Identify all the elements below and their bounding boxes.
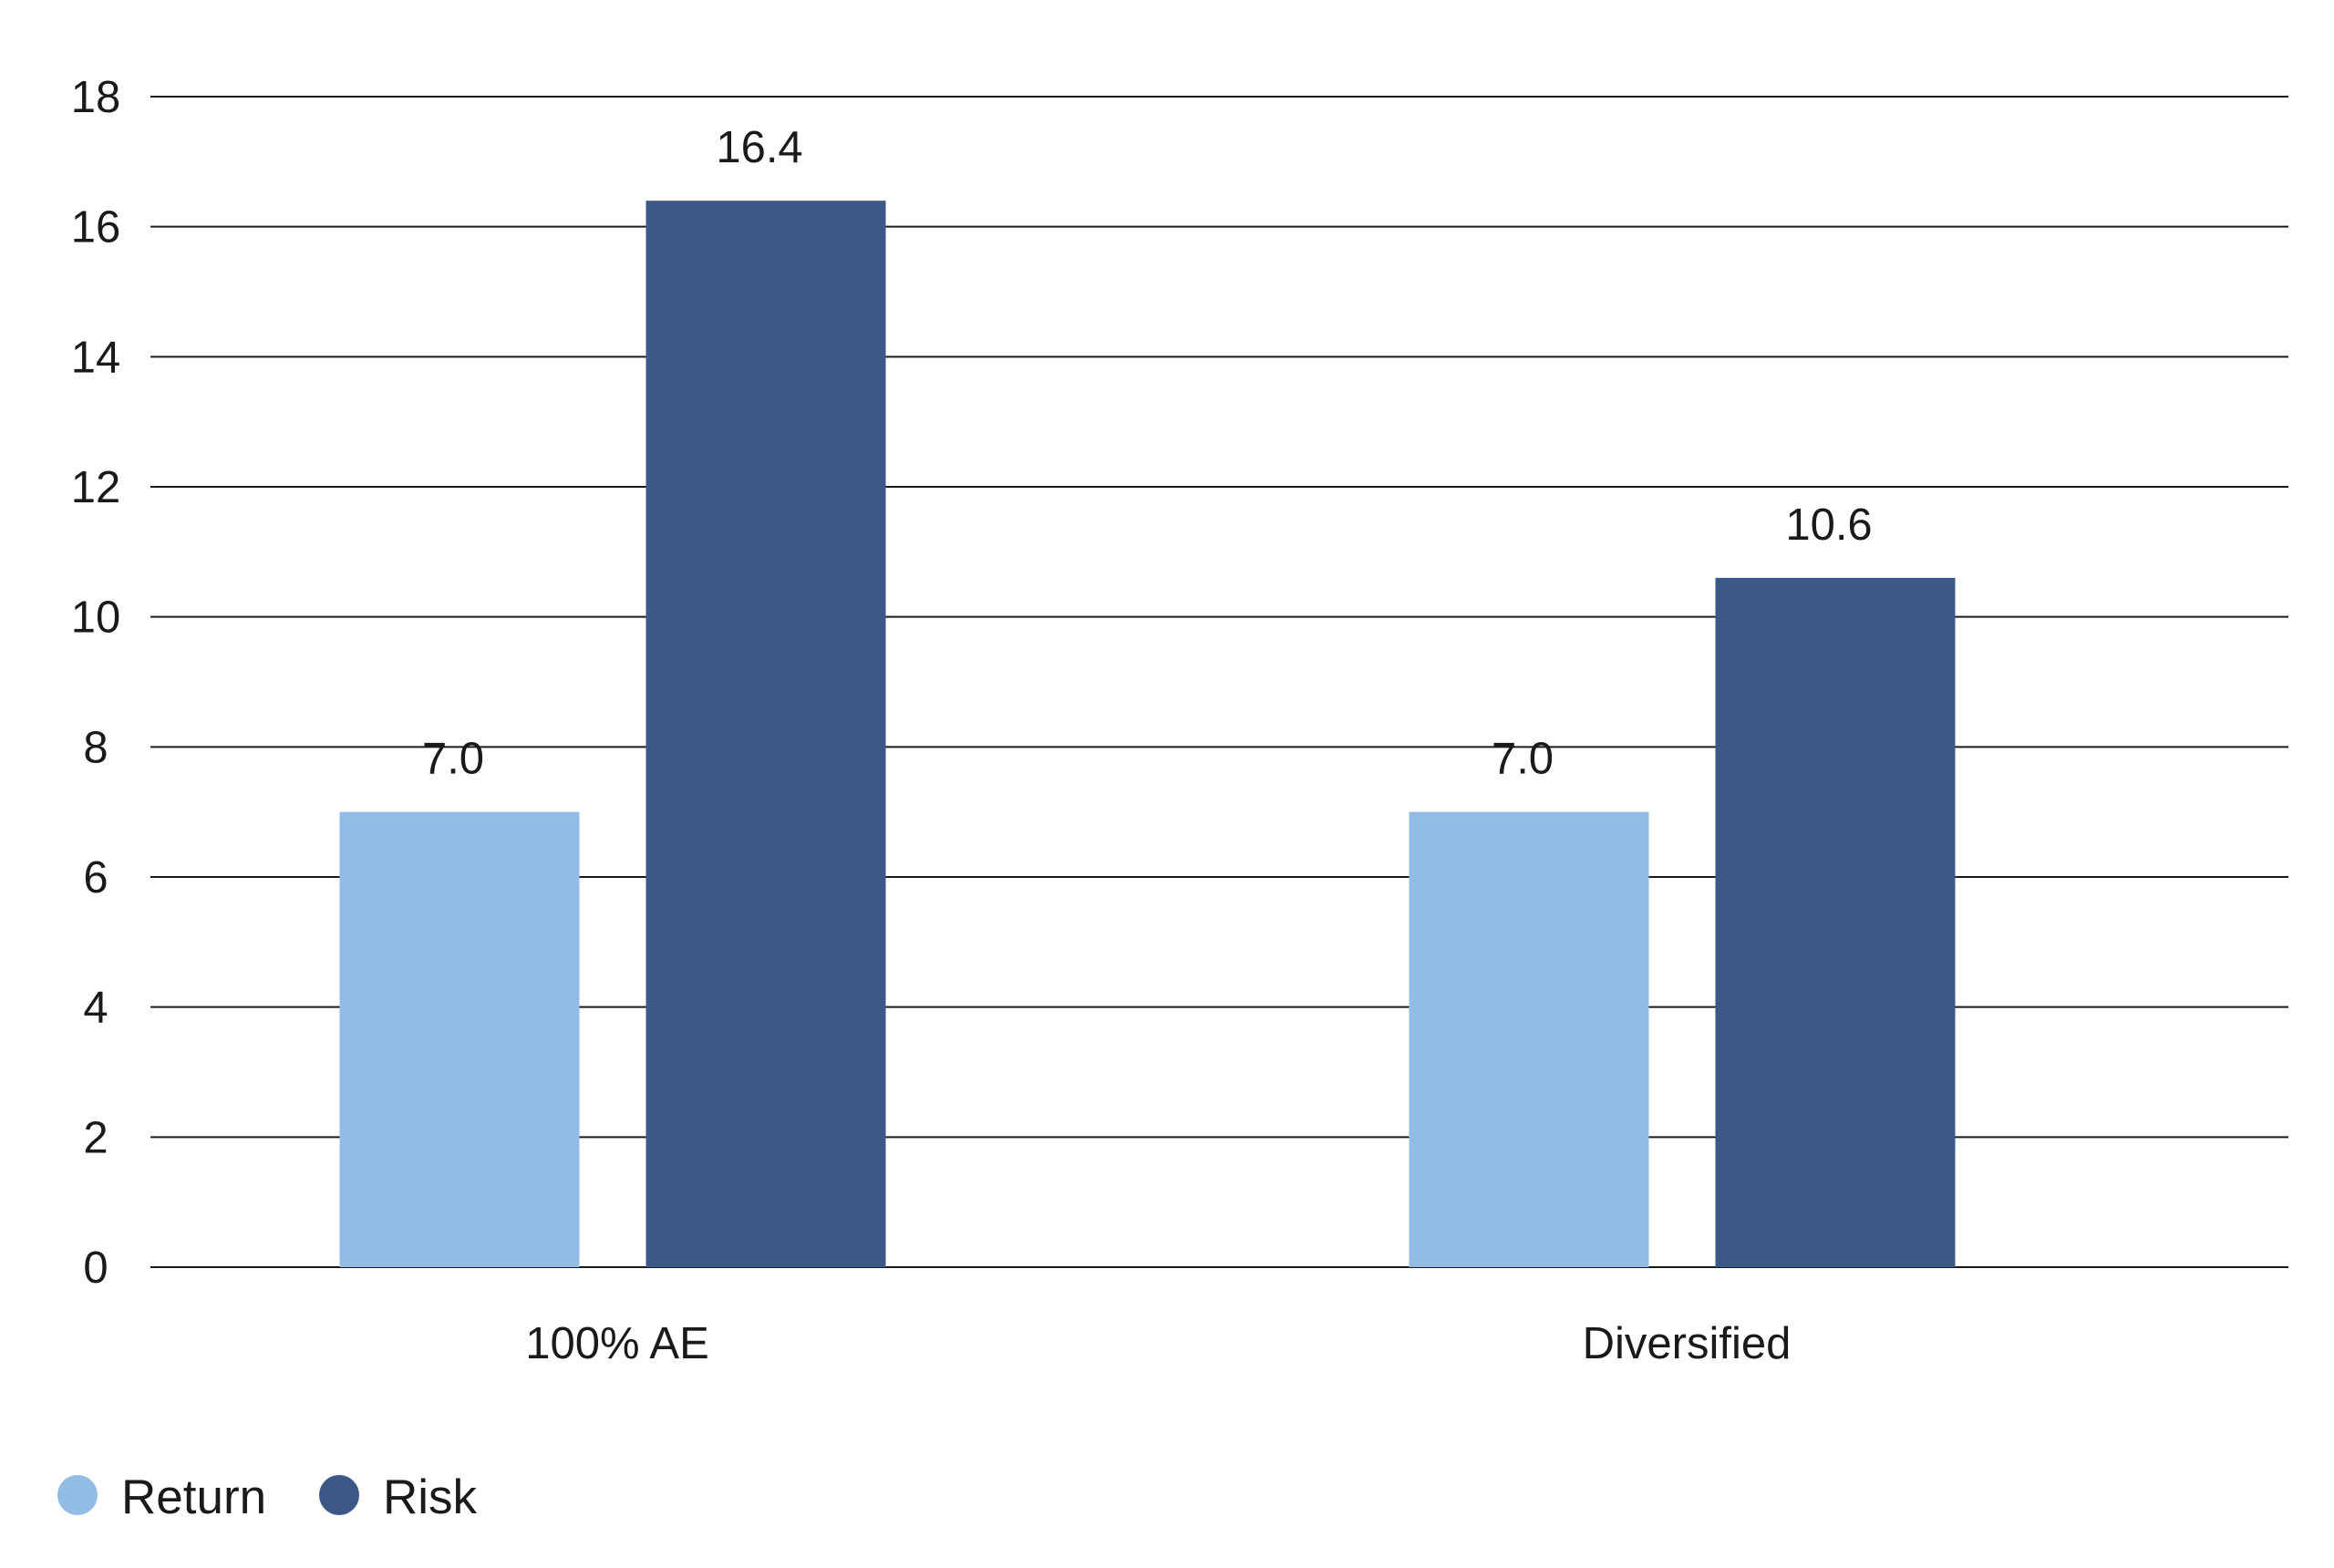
bar-risk-1[interactable] — [1715, 577, 1956, 1267]
legend-item-return[interactable]: Return — [57, 1470, 266, 1524]
category-label-0: 100% AE — [525, 1319, 709, 1368]
y-tick-label-0: 0 — [83, 1243, 108, 1293]
bars — [339, 201, 1956, 1268]
legend[interactable]: Return Risk — [57, 1470, 478, 1524]
y-tick-label-4: 4 — [83, 984, 108, 1033]
legend-swatch-return — [57, 1475, 98, 1515]
data-label-return-1: 7.0 — [1492, 735, 1554, 784]
bar-return-1[interactable] — [1409, 811, 1649, 1267]
x-axis-category-labels: 100% AE Diversified — [525, 1319, 1791, 1368]
y-tick-label-14: 14 — [71, 333, 121, 382]
bar-return-0[interactable] — [339, 811, 580, 1267]
y-tick-label-8: 8 — [83, 723, 108, 772]
y-tick-label-2: 2 — [83, 1113, 108, 1162]
y-tick-label-18: 18 — [71, 73, 121, 122]
data-label-risk-0: 16.4 — [716, 123, 802, 172]
legend-label-risk: Risk — [383, 1470, 478, 1524]
y-tick-label-12: 12 — [71, 463, 121, 512]
legend-item-risk[interactable]: Risk — [319, 1470, 478, 1524]
y-axis-tick-labels: 0 2 4 6 8 10 12 14 16 18 — [71, 73, 121, 1293]
data-label-risk-1: 10.6 — [1785, 500, 1872, 550]
category-label-1: Diversified — [1583, 1319, 1792, 1368]
legend-swatch-risk — [319, 1475, 359, 1515]
y-tick-label-10: 10 — [71, 593, 121, 643]
data-labels: 7.0 7.0 16.4 10.6 — [422, 123, 1873, 784]
legend-label-return: Return — [121, 1470, 266, 1524]
bar-risk-0[interactable] — [645, 201, 886, 1268]
y-tick-label-16: 16 — [71, 203, 121, 253]
y-tick-label-6: 6 — [83, 853, 108, 903]
data-label-return-0: 7.0 — [422, 735, 484, 784]
